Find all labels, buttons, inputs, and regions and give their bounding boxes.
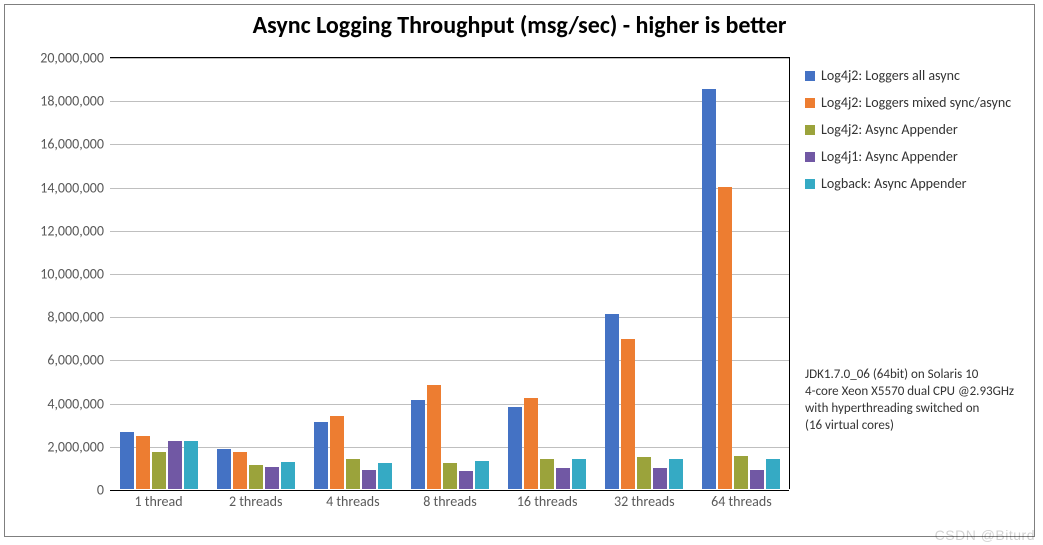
bar bbox=[734, 456, 748, 489]
bar bbox=[346, 459, 360, 489]
bar bbox=[572, 459, 586, 489]
system-info-line: (16 virtual cores) bbox=[805, 418, 1014, 435]
y-tick-label: 18,000,000 bbox=[40, 93, 110, 110]
legend-swatch bbox=[805, 98, 815, 108]
bar bbox=[136, 436, 150, 489]
y-tick-label: 14,000,000 bbox=[40, 179, 110, 196]
gridline bbox=[110, 101, 789, 102]
gridline bbox=[110, 317, 789, 318]
legend-swatch bbox=[805, 179, 815, 189]
bar bbox=[766, 459, 780, 489]
bar bbox=[540, 459, 554, 489]
watermark: CSDN @Biturd bbox=[935, 527, 1035, 543]
bar bbox=[314, 422, 328, 489]
legend-label: Log4j2: Async Appender bbox=[821, 121, 958, 138]
bar bbox=[217, 449, 231, 489]
y-tick-label: 4,000,000 bbox=[47, 395, 110, 412]
bar bbox=[362, 470, 376, 489]
system-info-line: 4-core Xeon X5570 dual CPU @2.93GHz bbox=[805, 384, 1014, 401]
y-tick-label: 2,000,000 bbox=[47, 438, 110, 455]
bar bbox=[249, 465, 263, 489]
legend-item: Log4j2: Loggers all async bbox=[805, 67, 1011, 84]
y-tick-label: 0 bbox=[97, 482, 110, 499]
y-tick-label: 12,000,000 bbox=[40, 222, 110, 239]
gridline bbox=[110, 144, 789, 145]
legend: Log4j2: Loggers all async Log4j2: Loggers… bbox=[805, 67, 1011, 202]
bar bbox=[702, 89, 716, 489]
legend-item: Log4j1: Async Appender bbox=[805, 148, 1011, 165]
x-tick-label: 1 thread bbox=[135, 489, 183, 510]
bar bbox=[718, 187, 732, 489]
bar bbox=[265, 467, 279, 489]
gridline bbox=[110, 58, 789, 59]
system-info-line: with hyperthreading switched on bbox=[805, 401, 1014, 418]
bar bbox=[556, 468, 570, 489]
bar bbox=[233, 452, 247, 489]
x-tick-label: 16 threads bbox=[517, 489, 578, 510]
gridline bbox=[110, 188, 789, 189]
bar bbox=[411, 400, 425, 489]
legend-item: Log4j2: Async Appender bbox=[805, 121, 1011, 138]
bar bbox=[605, 314, 619, 489]
legend-item: Logback: Async Appender bbox=[805, 175, 1011, 192]
y-tick-label: 16,000,000 bbox=[40, 136, 110, 153]
bar bbox=[281, 462, 295, 489]
bar bbox=[378, 463, 392, 489]
bar bbox=[750, 470, 764, 489]
bar bbox=[120, 432, 134, 489]
x-tick-label: 32 threads bbox=[614, 489, 675, 510]
bar bbox=[653, 468, 667, 489]
legend-swatch bbox=[805, 71, 815, 81]
y-tick-label: 20,000,000 bbox=[40, 50, 110, 67]
gridline bbox=[110, 447, 789, 448]
bar bbox=[152, 452, 166, 489]
legend-label: Log4j2: Loggers all async bbox=[821, 67, 960, 84]
bar bbox=[475, 461, 489, 489]
bar bbox=[184, 441, 198, 489]
chart-frame: Async Logging Throughput (msg/sec) - hig… bbox=[4, 4, 1035, 537]
chart-title: Async Logging Throughput (msg/sec) - hig… bbox=[5, 11, 1034, 40]
bar bbox=[524, 398, 538, 489]
bar bbox=[168, 441, 182, 489]
x-tick-label: 4 threads bbox=[326, 489, 380, 510]
system-info: JDK1.7.0_06 (64bit) on Solaris 104-core … bbox=[805, 367, 1014, 435]
system-info-line: JDK1.7.0_06 (64bit) on Solaris 10 bbox=[805, 367, 1014, 384]
gridline bbox=[110, 404, 789, 405]
legend-label: Logback: Async Appender bbox=[821, 175, 967, 192]
y-tick-label: 6,000,000 bbox=[47, 352, 110, 369]
gridline bbox=[110, 360, 789, 361]
gridline bbox=[110, 274, 789, 275]
y-tick-label: 10,000,000 bbox=[40, 266, 110, 283]
legend-label: Log4j1: Async Appender bbox=[821, 148, 958, 165]
x-tick-label: 8 threads bbox=[423, 489, 477, 510]
bar bbox=[443, 463, 457, 489]
bar bbox=[621, 339, 635, 489]
x-tick-label: 2 threads bbox=[229, 489, 283, 510]
legend-label: Log4j2: Loggers mixed sync/async bbox=[821, 94, 1011, 111]
y-tick-label: 8,000,000 bbox=[47, 309, 110, 326]
bar bbox=[508, 407, 522, 489]
x-tick-label: 64 threads bbox=[711, 489, 772, 510]
legend-swatch bbox=[805, 152, 815, 162]
bar bbox=[459, 471, 473, 489]
bar bbox=[637, 457, 651, 489]
legend-swatch bbox=[805, 125, 815, 135]
bar bbox=[669, 459, 683, 489]
gridline bbox=[110, 231, 789, 232]
bar bbox=[330, 416, 344, 489]
legend-item: Log4j2: Loggers mixed sync/async bbox=[805, 94, 1011, 111]
plot-area: 02,000,0004,000,0006,000,0008,000,00010,… bbox=[110, 57, 790, 489]
bar bbox=[427, 385, 441, 489]
